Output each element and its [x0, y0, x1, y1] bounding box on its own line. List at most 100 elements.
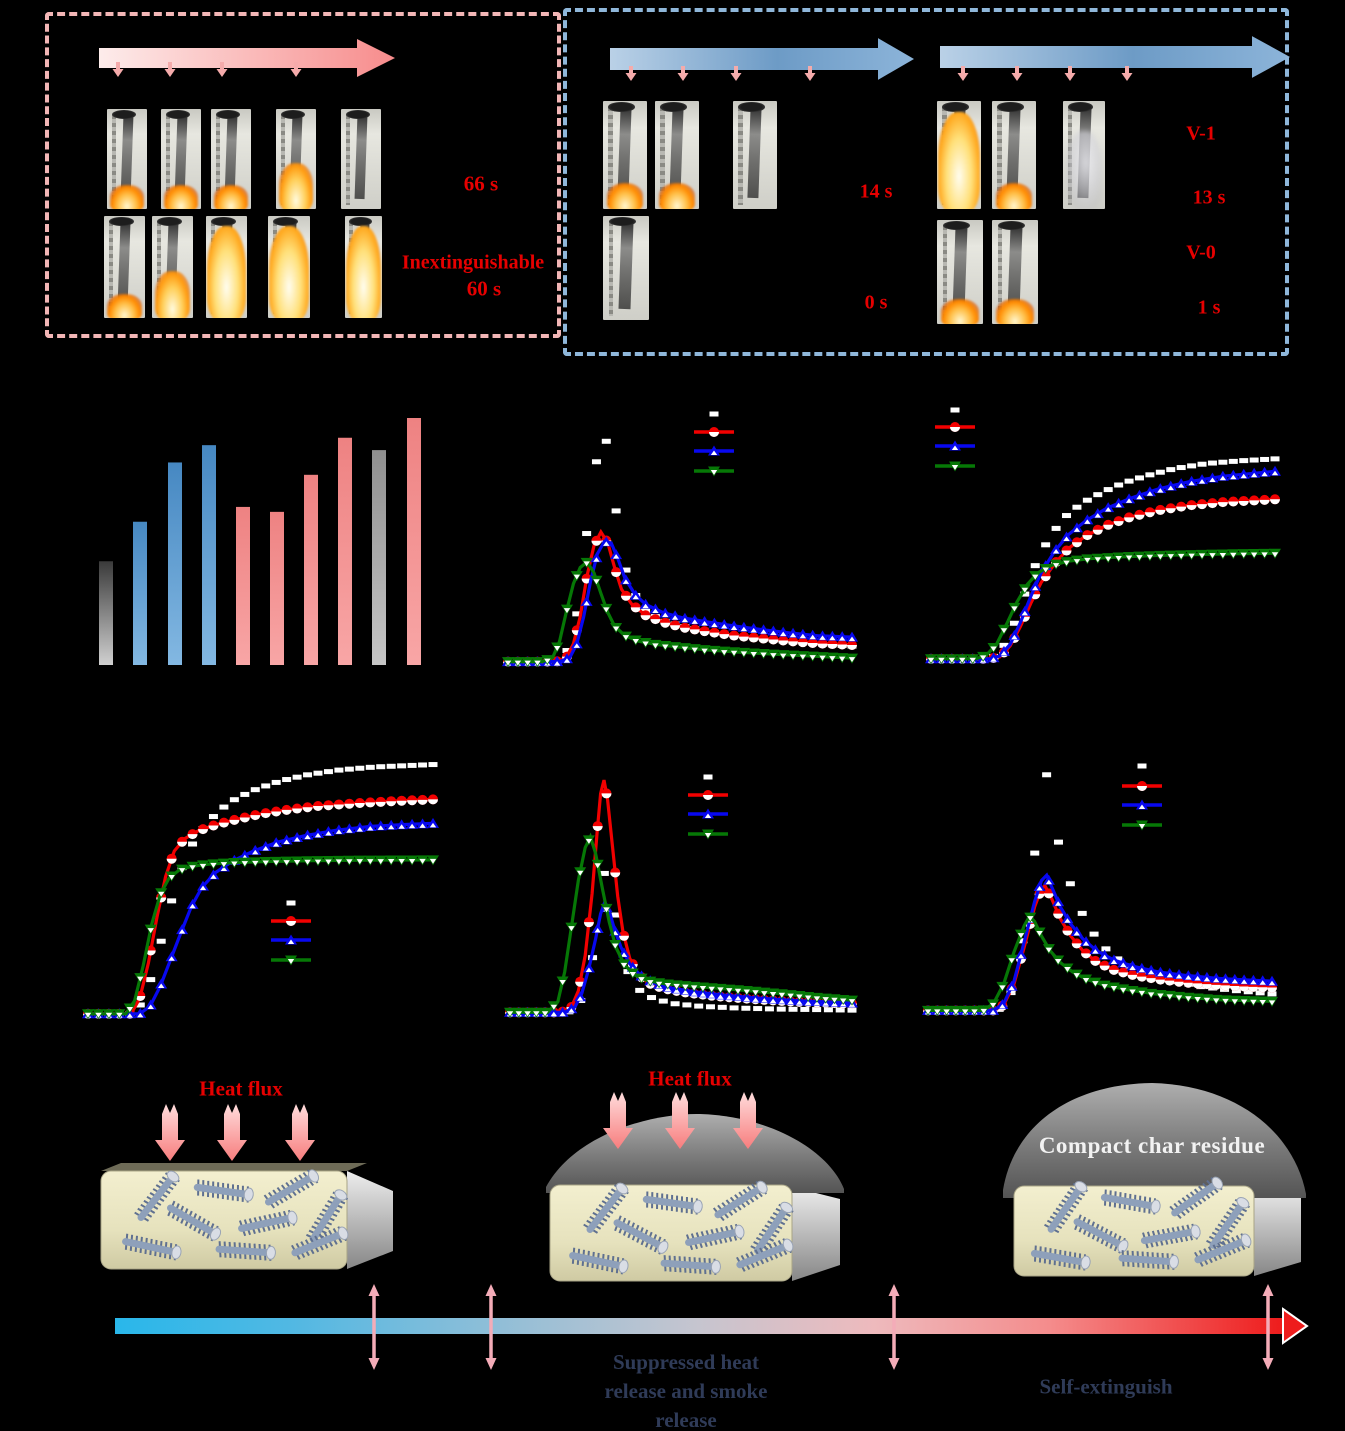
- series-markers-green-triangle-down: [925, 548, 1281, 665]
- flame: [995, 299, 1035, 324]
- suppressed-line: release: [655, 1408, 717, 1431]
- line-chart-peak-bottom-right: [922, 763, 1278, 1016]
- flame: [214, 185, 248, 209]
- clamp: [738, 102, 765, 112]
- time-tick-arrow-icon: [290, 62, 302, 77]
- clamp: [273, 217, 299, 227]
- line-chart-peak-bottom-mid: [504, 774, 858, 1018]
- bar: [168, 462, 182, 665]
- double-arrow-icon: [1262, 1284, 1274, 1370]
- burn-time-label: 66 s: [463, 171, 499, 196]
- clamp: [660, 102, 687, 112]
- timeline-arrowhead-icon: [1282, 1307, 1309, 1345]
- bar: [372, 450, 386, 665]
- clamp: [942, 102, 969, 112]
- series-markers-blue-triangle-up: [922, 874, 1278, 1015]
- brush-rod: [291, 1226, 349, 1260]
- brush-rod: [1044, 1180, 1088, 1234]
- heat-flux-label: Heat flux: [199, 1076, 283, 1101]
- clamp: [165, 110, 190, 119]
- double-arrow-icon: [368, 1284, 380, 1370]
- progress-arrow-icon: [99, 39, 395, 77]
- test-rig: [608, 107, 613, 205]
- brush-rod: [1118, 1250, 1179, 1270]
- test-rig: [660, 107, 665, 205]
- panel-ul94-treated: [563, 8, 1289, 356]
- bar: [304, 474, 318, 665]
- ul94-test-photo: [603, 216, 649, 320]
- brush-rod: [750, 1201, 794, 1255]
- double-arrow-icon: [485, 1284, 497, 1370]
- ul94-test-photo: [211, 109, 251, 209]
- brush-rod: [613, 1215, 669, 1255]
- line-chart-tsp-bottom-left: [82, 762, 439, 1020]
- time-tick-arrow-icon: [625, 66, 637, 81]
- brush-rod: [1100, 1189, 1161, 1215]
- bar: [202, 445, 216, 665]
- time-tick-arrow-icon: [1064, 66, 1076, 81]
- ul94-test-photo: [107, 109, 147, 209]
- progress-arrow-icon: [610, 38, 914, 80]
- heat-flux-arrow-icon: [155, 1104, 185, 1161]
- test-rig: [997, 226, 1003, 320]
- series-markers-green-triangle-down: [502, 557, 858, 668]
- material-block-diagram: [100, 1163, 393, 1270]
- flame: [155, 271, 190, 318]
- series-markers-green-triangle-down: [504, 835, 858, 1018]
- time-tick-arrow-icon: [1121, 66, 1133, 81]
- clamp: [1068, 102, 1094, 112]
- test-rig: [215, 115, 220, 205]
- clamp: [608, 217, 637, 227]
- chart-legend: [688, 774, 728, 840]
- brush-rod: [193, 1179, 254, 1203]
- block-side-face: [1254, 1186, 1301, 1276]
- test-rig: [108, 222, 113, 314]
- clamp: [108, 217, 134, 227]
- bar: [133, 521, 147, 665]
- brush-rod: [1206, 1196, 1250, 1250]
- brush-rod: [1140, 1223, 1201, 1249]
- char-dome: [1003, 1083, 1306, 1198]
- clamp: [280, 110, 305, 119]
- bar: [99, 561, 113, 665]
- burn-time-label: 14 s: [859, 180, 893, 203]
- heat-flux-arrow-icon: [603, 1092, 633, 1149]
- specimen-bar: [618, 222, 634, 310]
- brush-rod: [583, 1182, 629, 1234]
- clamp: [997, 102, 1024, 112]
- ul94-rating-label: V-1: [1186, 122, 1216, 145]
- brush-rod: [736, 1238, 794, 1272]
- series-line-red-circle: [931, 497, 1276, 661]
- block-side-face: [792, 1187, 840, 1281]
- specimen-bar: [747, 107, 762, 199]
- ul94-test-photo: [992, 220, 1038, 324]
- flame: [658, 183, 696, 209]
- brush-rod: [1194, 1233, 1252, 1267]
- test-rig: [997, 107, 1002, 205]
- heat-flux-label: Heat flux: [648, 1066, 732, 1091]
- series-markers-green-triangle-down: [922, 912, 1278, 1016]
- flame: [937, 111, 981, 209]
- brush-rod: [263, 1169, 320, 1209]
- clamp: [156, 217, 182, 227]
- time-tick-arrow-icon: [677, 66, 689, 81]
- series-markers-blue-triangle-up: [925, 465, 1281, 664]
- chart-legend: [1122, 763, 1162, 831]
- series-markers-red-circle: [926, 494, 1280, 664]
- ul94-test-photo: [345, 216, 382, 318]
- heat-flux-arrow-icon: [733, 1092, 763, 1149]
- series-line-green-triangle-down: [88, 858, 434, 1016]
- ul94-test-photo: [104, 216, 145, 318]
- panel-ul94-untreated: [45, 12, 561, 338]
- ul94-test-photo: [992, 101, 1036, 209]
- ul94-test-photo: [1063, 101, 1105, 209]
- time-tick-arrow-icon: [804, 66, 816, 81]
- bar-chart: [99, 418, 421, 665]
- series-markers-green-triangle-down: [82, 855, 439, 1020]
- flame: [206, 226, 247, 318]
- test-rig: [942, 226, 948, 320]
- time-tick-arrow-icon: [730, 66, 742, 81]
- time-tick-arrow-icon: [1011, 66, 1023, 81]
- timeline-gradient-bar: [115, 1318, 1283, 1334]
- clamp: [942, 221, 971, 231]
